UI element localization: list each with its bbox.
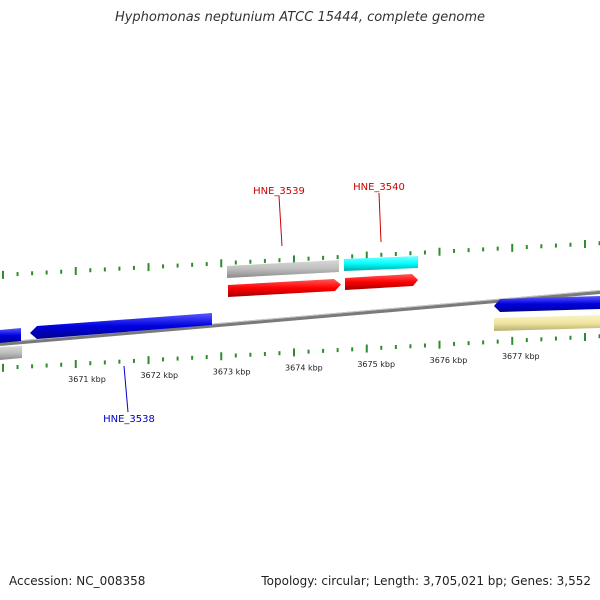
gene-label-hne3538[interactable]: HNE_3538: [103, 414, 155, 425]
forward-gene-hne3540[interactable]: [345, 274, 418, 290]
reverse-gene-left-edge[interactable]: [0, 328, 21, 343]
label-leader-hne3540: [378, 192, 382, 243]
label-leader-hne3539: [278, 195, 283, 247]
map-title: Hyphomonas neptunium ATCC 15444, complet…: [114, 10, 486, 25]
kbp-axis-labels: 3671 kbp 3672 kbp 3673 kbp 3674 kbp 3675 kbp…: [68, 352, 540, 384]
gray-feature-hne3539[interactable]: [227, 260, 339, 278]
forward-tick-row: [2, 239, 600, 279]
kbp-axis-label: 3675 kbp: [357, 360, 395, 369]
reverse-gene-hne3538[interactable]: [30, 313, 212, 339]
reverse-gene-right[interactable]: [494, 296, 600, 312]
kbp-axis-label: 3671 kbp: [68, 375, 106, 384]
yellow-feature-right[interactable]: [494, 315, 600, 331]
kbp-axis-label: 3677 kbp: [502, 352, 540, 361]
kbp-axis-label: 3673 kbp: [213, 367, 251, 376]
kbp-axis-label: 3674 kbp: [285, 364, 323, 373]
kbp-axis-label: 3672 kbp: [140, 371, 178, 380]
kbp-axis-label: 3676 kbp: [430, 356, 468, 365]
gene-label-hne3540[interactable]: HNE_3540: [353, 182, 405, 193]
reverse-tick-row: [2, 332, 600, 372]
accession-label: Accession: NC_008358: [9, 574, 146, 588]
genome-summary: Topology: circular; Length: 3,705,021 bp…: [261, 574, 591, 588]
label-leader-hne3538: [123, 365, 129, 413]
gene-label-hne3539[interactable]: HNE_3539: [253, 186, 305, 197]
gray-feature-left-edge[interactable]: [0, 346, 22, 360]
forward-gene-hne3539[interactable]: [228, 279, 341, 297]
cyan-feature-hne3540[interactable]: [344, 256, 418, 271]
